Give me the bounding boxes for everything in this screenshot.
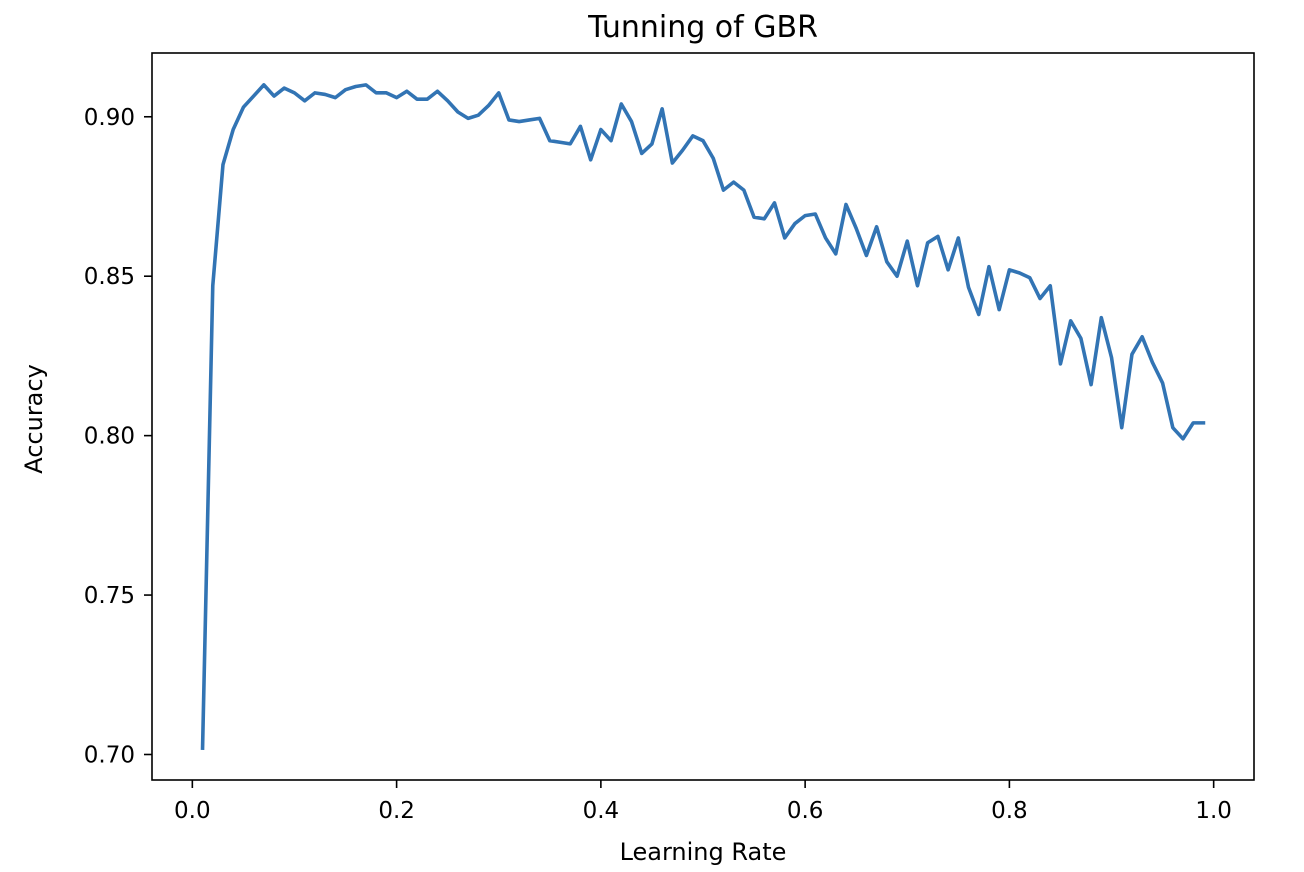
y-axis-title: Accuracy [20,364,48,474]
accuracy-line [200,83,1206,750]
x-tick-label: 1.0 [1195,798,1232,824]
x-tick-label: 0.2 [378,798,415,824]
y-tick-label: 0.85 [84,264,135,290]
chart-title: Tunning of GBR [587,10,818,45]
x-axis-title: Learning Rate [620,838,787,866]
axes-frame [151,52,1255,781]
plot-area [151,52,1255,781]
y-tick-label: 0.80 [84,424,135,450]
y-tick-label: 0.90 [84,105,135,131]
x-tick-label: 0.0 [174,798,211,824]
x-axis: 0.0 0.2 0.4 0.6 0.8 1.0 [174,780,1232,824]
y-tick-label: 0.70 [84,742,135,768]
x-tick-label: 0.6 [787,798,824,824]
y-tick-label: 0.75 [84,583,135,609]
y-axis: 0.70 0.75 0.80 0.85 0.90 [84,105,152,768]
x-tick-label: 0.8 [991,798,1028,824]
x-tick-label: 0.4 [583,798,620,824]
